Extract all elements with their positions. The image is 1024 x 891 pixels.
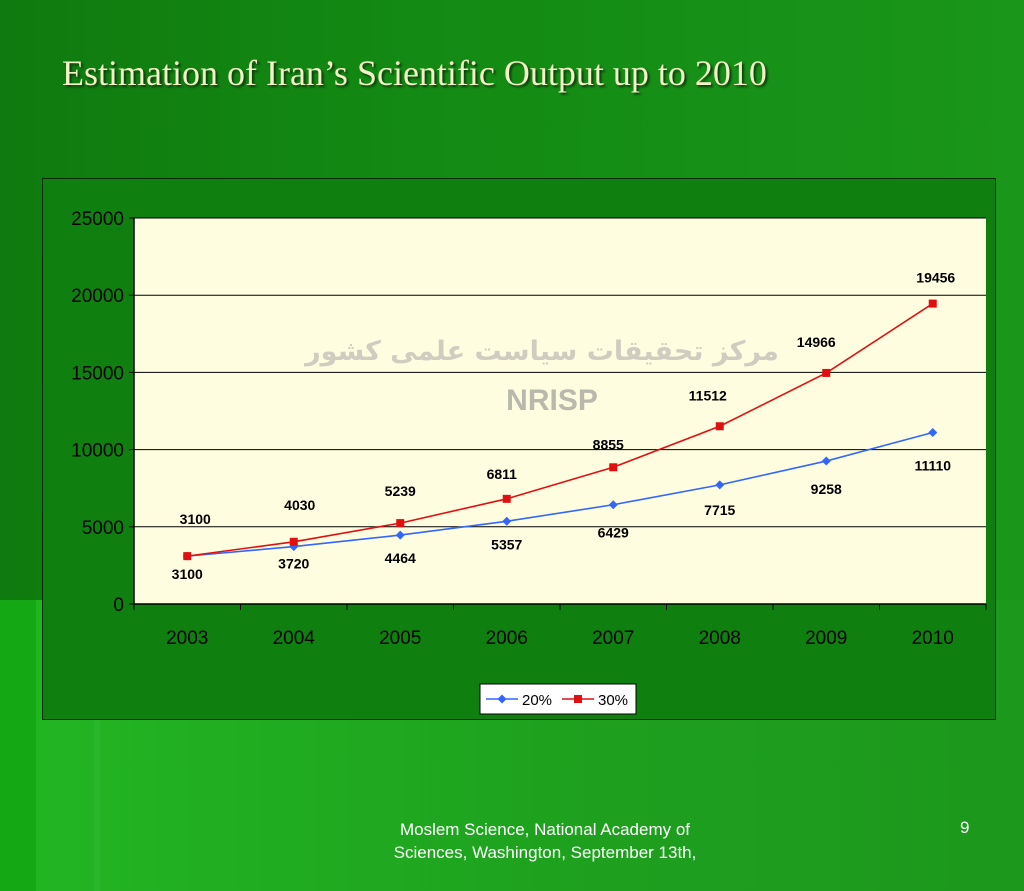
data-label: 11512 xyxy=(689,387,727,403)
data-point xyxy=(609,463,618,472)
background-strip-left xyxy=(0,600,36,891)
data-label: 5357 xyxy=(491,536,522,552)
data-label: 8855 xyxy=(593,436,624,452)
legend-marker xyxy=(497,694,507,704)
legend-marker xyxy=(574,695,582,703)
data-point xyxy=(502,516,512,526)
series-line-30% xyxy=(187,302,934,557)
data-label: 4464 xyxy=(385,550,416,566)
x-tick-label: 2004 xyxy=(273,628,316,649)
data-point xyxy=(821,456,831,466)
x-tick-label: 2005 xyxy=(379,628,421,649)
x-tick-label: 2007 xyxy=(592,628,634,649)
data-point xyxy=(395,530,405,540)
page-number: 9 xyxy=(960,818,970,837)
data-point xyxy=(396,519,405,528)
data-point xyxy=(289,537,298,546)
legend: 20% 30% xyxy=(479,683,637,715)
data-point xyxy=(928,427,938,437)
watermark-arabic: مرکز تحقیقات سیاست علمی کشور xyxy=(303,336,779,367)
y-tick-label: 25000 xyxy=(71,209,124,230)
slide-footer: Moslem Science, National Academy of Scie… xyxy=(393,820,697,862)
data-point xyxy=(608,500,618,510)
line-chart: مرکز تحقیقات سیاست علمی کشور NRISP 0 5000 10… xyxy=(71,209,987,715)
y-tick-label: 15000 xyxy=(71,363,124,384)
data-point xyxy=(822,368,831,377)
data-label: 3720 xyxy=(278,556,309,572)
data-label: 7715 xyxy=(704,502,735,518)
slide-title: Estimation of Iran’s Scientific Output u… xyxy=(62,53,767,93)
data-point xyxy=(928,299,937,308)
legend-label: 30% xyxy=(598,692,628,709)
data-label: 4030 xyxy=(284,497,315,513)
watermark-nrisp: NRISP xyxy=(506,384,598,417)
data-point xyxy=(715,422,724,431)
data-label: 5239 xyxy=(385,483,416,499)
x-tick-label: 2009 xyxy=(805,628,847,649)
data-label: 19456 xyxy=(916,270,955,286)
data-point xyxy=(183,552,192,561)
x-tick-label: 2010 xyxy=(912,628,954,649)
data-point xyxy=(715,480,725,490)
data-label: 6429 xyxy=(598,525,629,541)
data-label: 14966 xyxy=(797,334,836,350)
plot-area xyxy=(134,218,986,604)
x-tick-label: 2003 xyxy=(166,628,208,649)
series-line-20% xyxy=(187,431,933,557)
data-point xyxy=(502,494,511,503)
x-tick-label: 2008 xyxy=(699,628,741,649)
y-tick-label: 10000 xyxy=(71,441,124,462)
x-tick-label: 2006 xyxy=(486,628,528,649)
y-tick-label: 20000 xyxy=(71,286,124,307)
y-tick-label: 0 xyxy=(113,595,124,616)
data-label: 3100 xyxy=(180,511,211,527)
y-tick-label: 5000 xyxy=(82,518,124,539)
data-label: 6811 xyxy=(487,466,518,482)
data-label: 11110 xyxy=(914,457,951,473)
legend-label: 20% xyxy=(522,692,552,709)
data-label: 3100 xyxy=(172,566,203,582)
data-label: 9258 xyxy=(811,481,842,497)
